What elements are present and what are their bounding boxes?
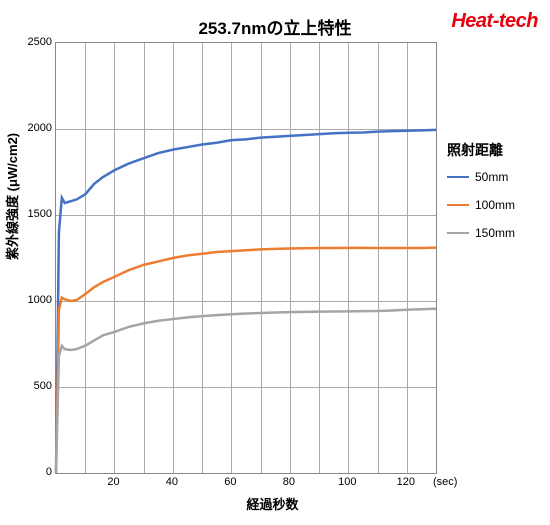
x-tick-label: 120 [391,476,421,488]
x-tick-label: 100 [332,476,362,488]
x-axis-unit: (sec) [433,476,457,488]
y-tick-label: 500 [7,380,52,392]
series-line-50mm [56,130,436,473]
legend-title: 照射距離 [447,140,542,160]
y-tick-label: 2000 [7,122,52,134]
legend-item: 150mm [447,226,542,240]
legend-label: 50mm [475,170,508,184]
legend-swatch [447,232,469,235]
y-tick-label: 1000 [7,294,52,306]
legend-label: 150mm [475,226,515,240]
series-line-100mm [56,248,436,473]
chart-container: Heat-tech 253.7nmの立上特性 紫外線強度 (μW/cm2) 経過… [0,0,550,525]
legend-item: 50mm [447,170,542,184]
x-tick-label: 60 [215,476,245,488]
legend-swatch [447,176,469,179]
x-tick-label: 20 [98,476,128,488]
x-tick-label: 80 [274,476,304,488]
y-axis-label: 紫外線強度 (μW/cm2) [2,133,21,260]
legend: 照射距離 50mm 100mm 150mm [447,140,542,254]
legend-label: 100mm [475,198,515,212]
y-tick-label: 1500 [7,208,52,220]
y-tick-label: 2500 [7,36,52,48]
chart-lines [56,43,436,473]
series-line-150mm [56,309,436,473]
x-tick-label: 40 [157,476,187,488]
plot-area [55,42,437,474]
legend-swatch [447,204,469,207]
legend-item: 100mm [447,198,542,212]
x-axis-label: 経過秒数 [0,494,490,513]
chart-title: 253.7nmの立上特性 [0,14,550,39]
y-tick-label: 0 [7,466,52,478]
